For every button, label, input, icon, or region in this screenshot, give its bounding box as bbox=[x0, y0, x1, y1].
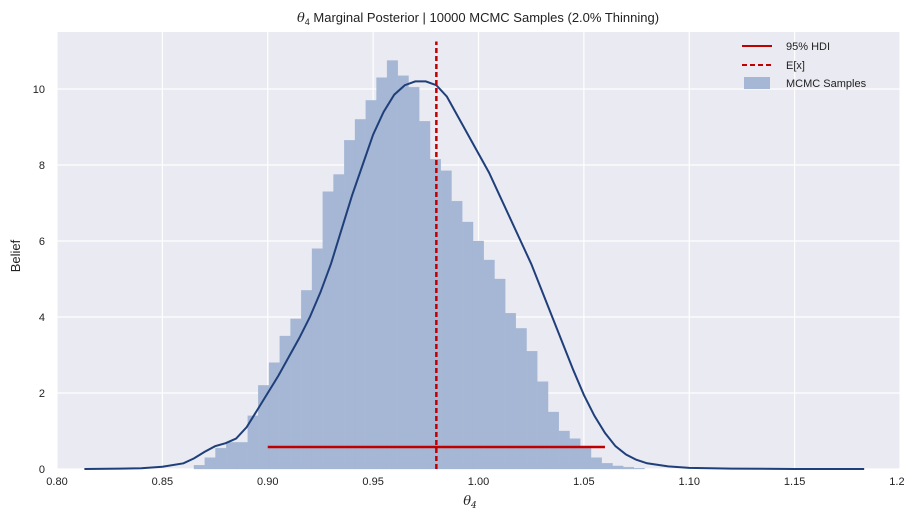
x-tick-label: 0.90 bbox=[257, 476, 278, 488]
title-symbol: θ bbox=[297, 11, 305, 26]
histogram-bar bbox=[451, 200, 463, 470]
title-text: Marginal Posterior | 10000 MCMC Samples … bbox=[310, 10, 659, 25]
histogram-bar bbox=[365, 100, 377, 470]
histogram-bar bbox=[580, 447, 592, 470]
histogram-bar bbox=[526, 351, 538, 470]
histogram-bar bbox=[558, 430, 570, 470]
histogram-bar bbox=[569, 438, 581, 470]
xlabel-symbol: θ bbox=[463, 494, 471, 509]
histogram-bar bbox=[483, 259, 495, 470]
x-tick-label: 1.20 bbox=[889, 476, 904, 488]
y-tick-label: 8 bbox=[39, 160, 45, 172]
histogram-bar bbox=[397, 75, 409, 470]
histogram-bar bbox=[494, 278, 506, 470]
y-tick-labels: 0 2 4 6 8 10 bbox=[33, 84, 45, 476]
xlabel-subscript: 4 bbox=[470, 501, 477, 511]
x-tick-label: 1.10 bbox=[679, 476, 700, 488]
kde-curve bbox=[84, 80, 865, 470]
histogram-bar bbox=[204, 457, 216, 470]
histogram-bar bbox=[311, 248, 323, 470]
y-tick-label: 2 bbox=[39, 388, 45, 400]
histogram-bar bbox=[505, 313, 516, 470]
legend-mcmc-swatch bbox=[744, 77, 770, 89]
histogram-bar bbox=[472, 240, 484, 470]
histogram-bar bbox=[440, 170, 452, 470]
histogram-bar bbox=[601, 463, 613, 470]
legend-hdi-label: 95% HDI bbox=[786, 41, 830, 53]
histogram-bar bbox=[408, 86, 420, 470]
histogram-bar bbox=[215, 447, 227, 470]
histogram-bar bbox=[537, 381, 549, 470]
x-tick-labels: 0.80 0.85 0.90 0.95 1.00 1.05 1.10 1.15 1.20 bbox=[46, 476, 904, 488]
x-tick-label: 0.85 bbox=[152, 476, 173, 488]
histogram-bar bbox=[590, 457, 602, 470]
histogram-bar bbox=[322, 191, 334, 470]
histogram-bar bbox=[268, 362, 280, 470]
x-axis-label: θ4 bbox=[463, 494, 477, 511]
histogram-bar bbox=[419, 121, 431, 470]
x-tick-label: 1.05 bbox=[573, 476, 594, 488]
histogram-bar bbox=[623, 466, 634, 470]
x-tick-label: 0.95 bbox=[362, 476, 383, 488]
histogram-bar bbox=[193, 465, 205, 470]
x-tick-label: 1.15 bbox=[784, 476, 805, 488]
chart-title: θ4 Marginal Posterior | 10000 MCMC Sampl… bbox=[297, 10, 659, 27]
legend-mcmc-label: MCMC Samples bbox=[786, 78, 867, 90]
histogram-bar bbox=[612, 465, 624, 470]
y-axis-label: Belief bbox=[8, 239, 23, 272]
histogram-bar bbox=[633, 468, 645, 470]
x-tick-label: 1.00 bbox=[468, 476, 489, 488]
histogram-bar bbox=[226, 442, 238, 470]
title-subscript: 4 bbox=[305, 17, 310, 27]
legend: 95% HDI E[x] MCMC Samples bbox=[742, 41, 867, 90]
y-tick-label: 6 bbox=[39, 236, 45, 248]
x-tick-label: 0.80 bbox=[46, 476, 67, 488]
histogram-bar bbox=[547, 411, 559, 470]
legend-ex-label: E[x] bbox=[786, 60, 805, 72]
histogram-bar bbox=[376, 77, 388, 470]
histogram-bar bbox=[236, 442, 248, 470]
y-tick-label: 0 bbox=[39, 464, 45, 476]
histogram-bar bbox=[462, 221, 474, 470]
y-tick-label: 10 bbox=[33, 84, 45, 96]
y-tick-label: 4 bbox=[39, 312, 45, 324]
histogram bbox=[193, 60, 645, 470]
histogram-bar bbox=[386, 60, 398, 470]
histogram-bar bbox=[333, 174, 345, 470]
